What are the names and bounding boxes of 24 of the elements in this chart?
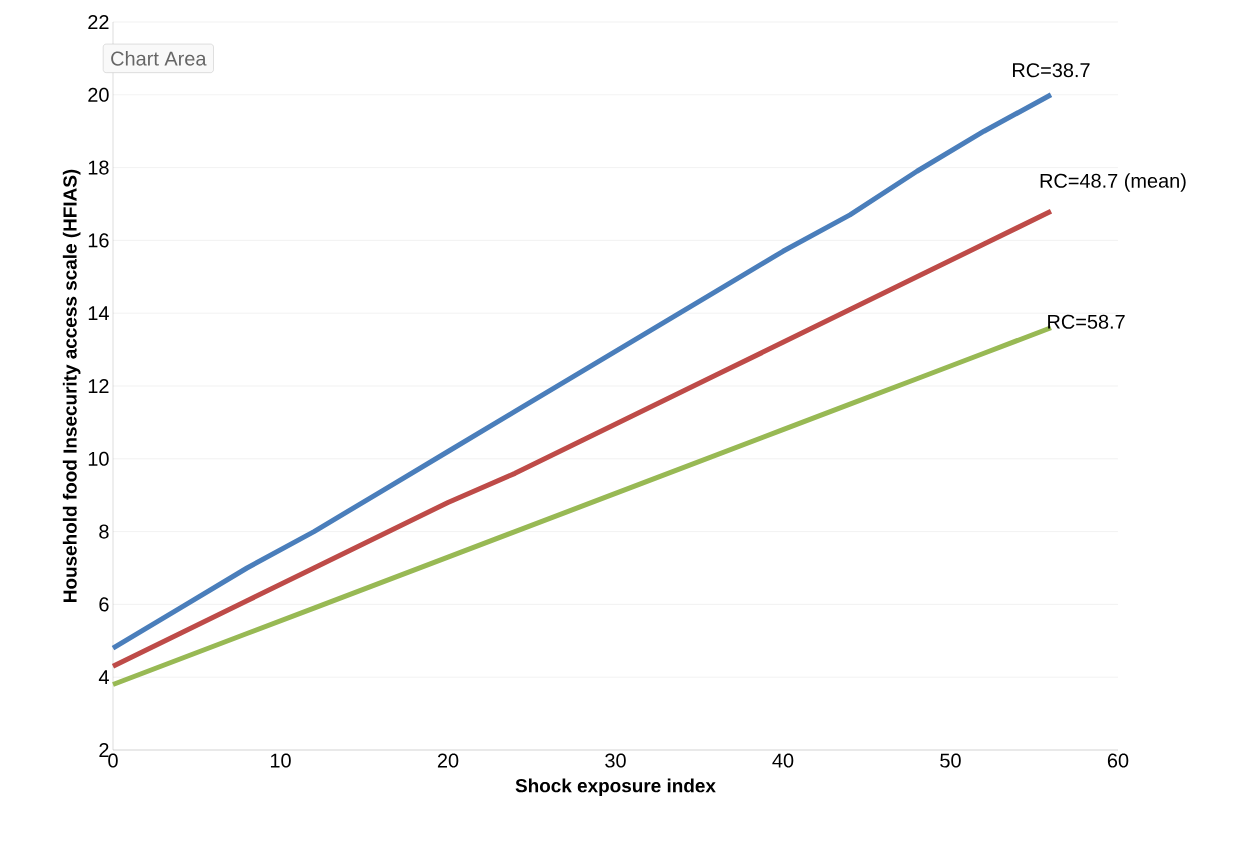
x-tick-label: 10: [270, 753, 291, 768]
y-tick-label: 6: [99, 597, 109, 612]
y-tick-label: 22: [88, 15, 109, 29]
x-axis-title: Shock exposure index: [515, 778, 716, 797]
x-tick-label: 30: [605, 753, 626, 768]
y-tick-label: 8: [99, 524, 109, 539]
y-tick-label: 4: [98, 670, 109, 685]
series-label: RC=58.7: [1048, 314, 1125, 329]
x-tick-label: 60: [1107, 753, 1129, 768]
annotation: Chart Area: [111, 51, 207, 66]
series-label: RC=48.7 (mean): [1040, 173, 1186, 192]
y-axis-title: Household food Insecurity access scale (HFIAS): [62, 169, 81, 602]
x-tick-label: 40: [772, 753, 794, 768]
x-tick-label: 20: [437, 753, 459, 768]
y-tick-label: 12: [88, 379, 109, 393]
y-tick-label: 14: [88, 306, 109, 321]
x-tick-label: 50: [940, 753, 961, 768]
y-tick-label: 16: [88, 233, 109, 248]
series-label: RC=38.7: [1013, 63, 1090, 78]
x-tick-label: 0: [108, 753, 118, 768]
y-tick-label: 20: [88, 87, 109, 102]
y-tick-label: 2: [99, 743, 109, 757]
y-tick-label: 10: [88, 451, 109, 466]
y-tick-label: 18: [88, 160, 109, 175]
